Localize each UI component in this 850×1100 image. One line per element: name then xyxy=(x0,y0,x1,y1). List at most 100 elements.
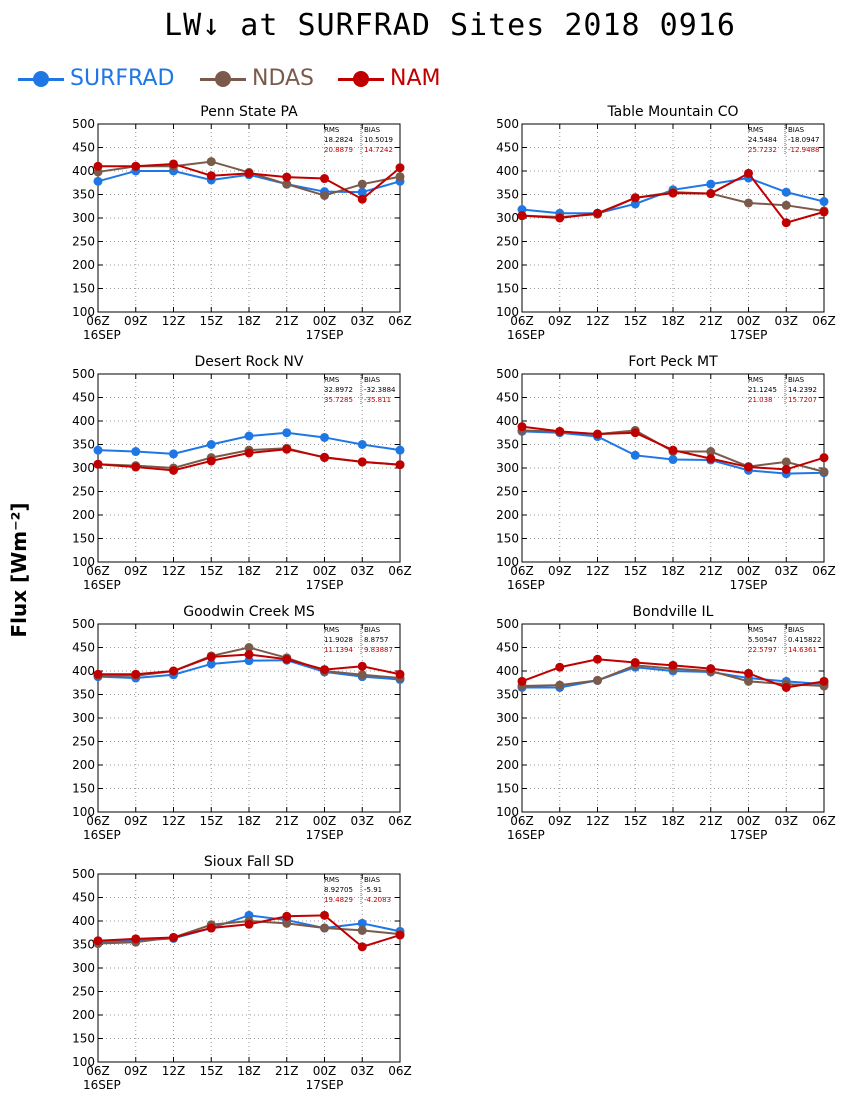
y-tick-label: 450 xyxy=(496,391,519,405)
y-tick-label: 200 xyxy=(496,508,519,522)
x-tick-label: 03Z xyxy=(775,314,799,328)
x-tick-label: 06Z xyxy=(510,314,534,328)
data-point-nam xyxy=(93,161,103,171)
y-tick-label: 100 xyxy=(72,805,95,819)
data-point-nam xyxy=(744,168,753,178)
data-point-nam xyxy=(320,665,329,675)
x-tick-label: 09Z xyxy=(124,1064,148,1078)
x-tick-label: 21Z xyxy=(699,314,723,328)
data-point-nam xyxy=(244,919,254,929)
data-point-nam xyxy=(93,936,103,946)
y-tick-label: 400 xyxy=(496,164,519,178)
panel-title: Goodwin Creek MS xyxy=(183,604,315,620)
y-tick-label: 200 xyxy=(72,758,95,772)
date-label: 16SEP xyxy=(83,1078,121,1092)
stats-nam-rms: 21.038 xyxy=(748,396,773,404)
stats-ndas-bias: 8.8757 xyxy=(364,636,389,644)
data-point-nam xyxy=(169,932,178,942)
y-tick-label: 500 xyxy=(496,617,519,631)
data-point-nam xyxy=(781,218,791,228)
panel-title: Bondville IL xyxy=(633,604,714,620)
y-tick-label: 500 xyxy=(72,617,95,631)
stats-nam-rms: 11.1394 xyxy=(324,646,353,654)
x-tick-label: 12Z xyxy=(162,314,186,328)
x-tick-label: 06Z xyxy=(510,814,534,828)
y-tick-label: 450 xyxy=(72,641,95,655)
stats-header-rms: RMS xyxy=(748,376,764,384)
data-point-surfrad xyxy=(244,431,254,441)
stats-ndas-rms: 18.2824 xyxy=(324,136,353,144)
series-surfrad xyxy=(93,428,405,459)
y-tick-label: 150 xyxy=(72,282,95,296)
panel-title: Desert Rock NV xyxy=(195,354,304,370)
stats-header-rms: RMS xyxy=(324,376,340,384)
panel-penn-state-pa: 100 150 200 250 300 350 400 450 500 06Z 09Z 12Z 15Z 1… xyxy=(72,104,412,342)
stats-ndas-bias: -32.3884 xyxy=(364,386,396,394)
data-point-nam xyxy=(244,448,254,458)
y-tick-label: 300 xyxy=(72,711,95,725)
y-tick-label: 150 xyxy=(72,782,95,796)
stats-ndas-rms: 21.1245 xyxy=(748,386,777,394)
y-tick-label: 100 xyxy=(72,1055,95,1069)
y-tick-label: 350 xyxy=(72,938,95,952)
panel-sioux-fall-sd: 100 150 200 250 300 350 400 450 500 06Z 09Z 12Z 15Z 1… xyxy=(72,854,412,1092)
x-tick-label: 21Z xyxy=(275,1064,299,1078)
y-tick-label: 100 xyxy=(496,555,519,569)
x-tick-label: 00Z xyxy=(313,814,337,828)
panel-title: Penn State PA xyxy=(200,104,298,120)
y-tick-label: 350 xyxy=(72,688,95,702)
data-point-nam xyxy=(169,159,178,169)
y-tick-label: 500 xyxy=(72,367,95,381)
data-point-nam xyxy=(244,650,254,660)
stats-header-bias: BIAS xyxy=(364,876,381,884)
stats-ndas-bias: 10.5019 xyxy=(364,136,393,144)
data-point-nam xyxy=(206,923,216,933)
stats-ndas-rms: 24.5484 xyxy=(748,136,777,144)
stats-nam-rms: 19.4829 xyxy=(324,896,353,904)
x-tick-label: 21Z xyxy=(699,814,723,828)
legend-label-surfrad: SURFRAD xyxy=(70,66,175,91)
stats-ndas-rms: 8.92705 xyxy=(324,886,353,894)
stats-ndas-rms: 32.8972 xyxy=(324,386,353,394)
y-tick-label: 450 xyxy=(496,141,519,155)
x-tick-label: 00Z xyxy=(313,564,337,578)
data-point-nam xyxy=(517,422,527,432)
data-point-nam xyxy=(819,207,829,217)
panel-goodwin-creek-ms: 100 150 200 250 300 350 400 450 500 06Z 09Z 12Z 15Z 1… xyxy=(72,604,412,842)
panel-fort-peck-mt: 100 150 200 250 300 350 400 450 500 06Z 09Z 12Z 15Z 1… xyxy=(496,354,836,592)
stats-nam-bias: 15.7207 xyxy=(788,396,817,404)
y-tick-label: 150 xyxy=(496,532,519,546)
y-tick-label: 300 xyxy=(72,961,95,975)
stats-header-bias: BIAS xyxy=(788,376,805,384)
y-tick-label: 300 xyxy=(72,461,95,475)
x-tick-label: 06Z xyxy=(388,814,412,828)
x-tick-label: 21Z xyxy=(275,564,299,578)
data-point-surfrad xyxy=(357,187,367,197)
data-point-nam xyxy=(357,194,367,204)
y-tick-label: 250 xyxy=(496,235,519,249)
x-tick-label: 06Z xyxy=(812,314,836,328)
y-tick-label: 450 xyxy=(72,391,95,405)
x-tick-label: 12Z xyxy=(162,814,186,828)
data-point-nam xyxy=(131,462,141,472)
y-tick-label: 350 xyxy=(72,188,95,202)
data-point-surfrad xyxy=(206,659,216,669)
y-tick-label: 400 xyxy=(72,664,95,678)
x-tick-label: 18Z xyxy=(237,564,261,578)
date-label: 17SEP xyxy=(306,578,344,592)
y-tick-label: 200 xyxy=(72,508,95,522)
data-point-nam xyxy=(131,669,141,679)
y-tick-label: 450 xyxy=(72,141,95,155)
x-tick-label: 21Z xyxy=(275,314,299,328)
stats-ndas-rms: 11.9028 xyxy=(324,636,353,644)
x-tick-label: 15Z xyxy=(624,314,648,328)
series-nam xyxy=(517,422,829,474)
stats-ndas-rms: 5.50547 xyxy=(748,636,777,644)
data-point-ndas xyxy=(593,675,602,685)
data-point-surfrad xyxy=(395,445,405,455)
date-label: 17SEP xyxy=(306,1078,344,1092)
data-point-nam xyxy=(93,459,103,469)
date-label: 16SEP xyxy=(507,328,545,342)
data-point-nam xyxy=(395,460,405,470)
